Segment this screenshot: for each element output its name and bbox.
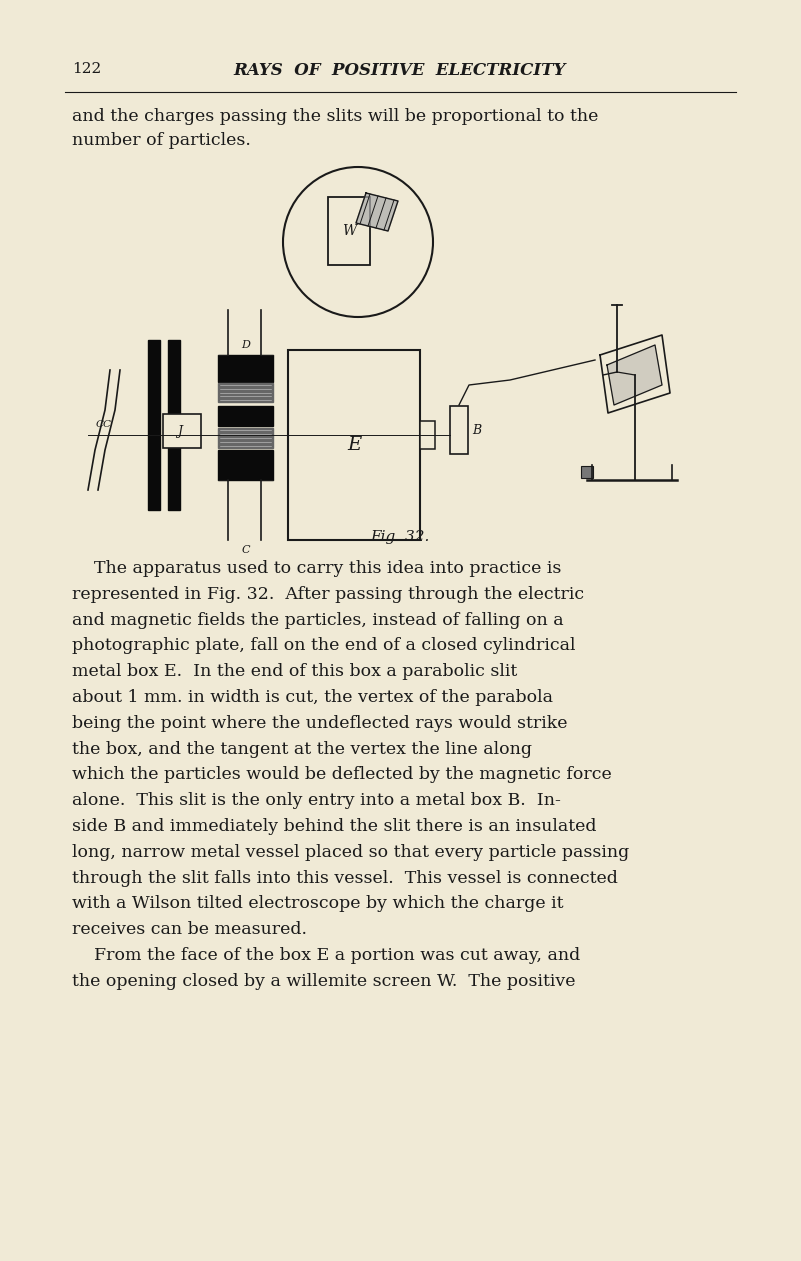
Text: and magnetic fields the particles, instead of falling on a: and magnetic fields the particles, inste… — [72, 612, 564, 628]
Text: side B and immediately behind the slit there is an insulated: side B and immediately behind the slit t… — [72, 818, 597, 835]
Text: 122: 122 — [72, 62, 101, 76]
Text: long, narrow metal vessel placed so that every particle passing: long, narrow metal vessel placed so that… — [72, 844, 630, 861]
Bar — [168, 340, 180, 509]
Text: about 1 mm. in width is cut, the vertex of the parabola: about 1 mm. in width is cut, the vertex … — [72, 689, 553, 706]
Text: the opening closed by a willemite screen W.  The positive: the opening closed by a willemite screen… — [72, 972, 575, 990]
Text: through the slit falls into this vessel.  This vessel is connected: through the slit falls into this vessel.… — [72, 870, 618, 886]
Text: B: B — [472, 424, 481, 436]
Text: number of particles.: number of particles. — [72, 132, 251, 149]
Bar — [218, 406, 273, 426]
Text: being the point where the undeflected rays would strike: being the point where the undeflected ra… — [72, 715, 567, 731]
Bar — [420, 421, 435, 449]
Polygon shape — [600, 335, 670, 414]
Bar — [148, 340, 160, 509]
Text: receives can be measured.: receives can be measured. — [72, 922, 307, 938]
Text: J: J — [178, 425, 183, 438]
Text: represented in Fig. 32.  After passing through the electric: represented in Fig. 32. After passing th… — [72, 586, 584, 603]
Text: metal box E.  In the end of this box a parabolic slit: metal box E. In the end of this box a pa… — [72, 663, 517, 680]
Bar — [163, 414, 201, 448]
Bar — [218, 427, 273, 448]
Text: Fig. 32.: Fig. 32. — [370, 530, 429, 543]
Bar — [218, 383, 273, 402]
Text: E: E — [347, 436, 361, 454]
Text: The apparatus used to carry this idea into practice is: The apparatus used to carry this idea in… — [72, 560, 562, 578]
Text: D: D — [241, 340, 250, 351]
Bar — [288, 351, 420, 540]
Polygon shape — [607, 346, 662, 405]
Text: W: W — [342, 224, 356, 238]
Text: with a Wilson tilted electroscope by which the charge it: with a Wilson tilted electroscope by whi… — [72, 895, 563, 913]
Text: and the charges passing the slits will be proportional to the: and the charges passing the slits will b… — [72, 108, 598, 125]
Bar — [450, 406, 468, 454]
Text: CC: CC — [96, 420, 112, 429]
Text: C: C — [241, 545, 250, 555]
Text: alone.  This slit is the only entry into a metal box B.  In-: alone. This slit is the only entry into … — [72, 792, 561, 810]
Bar — [328, 197, 370, 265]
Bar — [581, 467, 593, 478]
Bar — [218, 356, 273, 382]
Bar — [218, 450, 273, 480]
Text: which the particles would be deflected by the magnetic force: which the particles would be deflected b… — [72, 767, 612, 783]
Text: the box, and the tangent at the vertex the line along: the box, and the tangent at the vertex t… — [72, 740, 532, 758]
Text: RAYS  OF  POSITIVE  ELECTRICITY: RAYS OF POSITIVE ELECTRICITY — [234, 62, 566, 79]
Text: From the face of the box E a portion was cut away, and: From the face of the box E a portion was… — [72, 947, 580, 963]
Text: photographic plate, fall on the end of a closed cylindrical: photographic plate, fall on the end of a… — [72, 637, 575, 654]
Polygon shape — [356, 193, 398, 231]
